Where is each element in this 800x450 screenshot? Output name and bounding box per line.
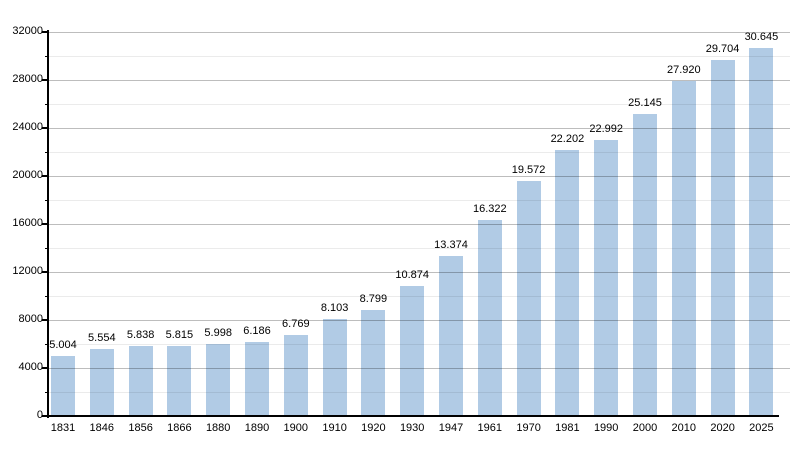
value-label-1930: 10.874 bbox=[395, 268, 430, 281]
x-axis-label-2025: 2025 bbox=[749, 422, 774, 434]
x-axis-label-1880: 1880 bbox=[205, 422, 231, 434]
gridline-4000 bbox=[48, 368, 790, 369]
x-axis-label-2000: 2000 bbox=[632, 422, 658, 434]
y-axis-label-8000: 8000 bbox=[18, 313, 43, 325]
y-axis-label-32000: 32000 bbox=[12, 25, 43, 37]
gridline-20000 bbox=[48, 176, 790, 177]
value-label-2025: 30.645 bbox=[744, 31, 779, 44]
bar-1970 bbox=[516, 181, 541, 416]
gridline-16000 bbox=[48, 224, 790, 225]
gridline-14000 bbox=[48, 248, 790, 249]
value-label-1831: 5.004 bbox=[49, 338, 77, 351]
bar-1920 bbox=[361, 310, 386, 416]
x-axis-label-1900: 1900 bbox=[283, 422, 309, 434]
bar-2025 bbox=[749, 48, 774, 416]
x-axis-label-1910: 1910 bbox=[322, 422, 347, 434]
x-axis-label-1947: 1947 bbox=[438, 422, 464, 434]
bar-1856 bbox=[128, 345, 153, 416]
bar-1947 bbox=[439, 255, 463, 416]
value-label-1970: 19.572 bbox=[511, 164, 546, 177]
value-label-1856: 5.838 bbox=[126, 328, 155, 341]
value-label-1981: 22.202 bbox=[550, 132, 585, 145]
value-label-1900: 6.769 bbox=[282, 317, 310, 330]
x-axis-label-1981: 1981 bbox=[555, 422, 580, 434]
gridline-22000 bbox=[48, 152, 790, 153]
bar-2000 bbox=[633, 114, 657, 416]
bar-1981 bbox=[555, 149, 580, 416]
value-label-1866: 5.815 bbox=[165, 329, 194, 342]
bar-1846 bbox=[89, 349, 114, 416]
value-label-2010: 27.920 bbox=[666, 63, 701, 76]
x-axis-label-1866: 1866 bbox=[167, 422, 192, 434]
gridline-26000 bbox=[48, 104, 790, 105]
bar-1990 bbox=[594, 140, 619, 416]
value-label-1910: 8.103 bbox=[320, 301, 349, 314]
bar-1930 bbox=[400, 285, 425, 416]
gridline-10000 bbox=[48, 296, 790, 297]
x-axis-label-1990: 1990 bbox=[593, 422, 619, 434]
value-label-2020: 29.704 bbox=[705, 42, 740, 55]
y-axis-line bbox=[47, 30, 49, 418]
bar-1890 bbox=[245, 341, 269, 416]
bar-2020 bbox=[710, 59, 735, 416]
y-axis-label-16000: 16000 bbox=[12, 217, 43, 229]
bar-2010 bbox=[671, 80, 696, 416]
gridline-8000 bbox=[48, 320, 790, 321]
x-axis-label-1920: 1920 bbox=[361, 422, 386, 434]
y-axis-label-24000: 24000 bbox=[12, 121, 43, 133]
bar-1910 bbox=[322, 318, 347, 416]
x-axis-label-1846: 1846 bbox=[89, 422, 115, 434]
x-axis-label-1890: 1890 bbox=[244, 422, 270, 434]
bar-1866 bbox=[167, 346, 192, 416]
x-axis-label-1961: 1961 bbox=[477, 422, 503, 434]
value-label-1920: 8.799 bbox=[359, 293, 388, 306]
x-axis-label-2010: 2010 bbox=[671, 422, 697, 434]
x-axis-label-1930: 1930 bbox=[399, 422, 425, 434]
gridline-6000 bbox=[48, 344, 790, 345]
y-axis-label-0: 0 bbox=[36, 409, 43, 421]
gridline-32000 bbox=[48, 32, 790, 33]
gridline-24000 bbox=[48, 128, 790, 129]
x-axis-label-1970: 1970 bbox=[516, 422, 541, 434]
y-axis-label-12000: 12000 bbox=[12, 265, 43, 277]
value-label-1961: 16.322 bbox=[472, 203, 507, 216]
value-label-2000: 25.145 bbox=[628, 97, 662, 110]
x-axis-label-1856: 1856 bbox=[128, 422, 153, 434]
bar-1880 bbox=[206, 344, 231, 416]
gridline-30000 bbox=[48, 56, 790, 57]
x-axis-label-2020: 2020 bbox=[710, 422, 735, 434]
value-label-1990: 22.992 bbox=[589, 123, 624, 136]
x-axis-line bbox=[47, 415, 779, 417]
value-label-1890: 6.186 bbox=[243, 324, 271, 337]
bar-1961 bbox=[477, 220, 502, 416]
gridline-28000 bbox=[48, 80, 790, 81]
value-label-1880: 5.998 bbox=[204, 327, 232, 340]
gridline-18000 bbox=[48, 200, 790, 201]
gridline-12000 bbox=[48, 272, 790, 273]
bar-1900 bbox=[283, 334, 308, 416]
y-axis-label-4000: 4000 bbox=[18, 361, 43, 373]
bar-1831 bbox=[51, 355, 75, 416]
value-label-1947: 13.374 bbox=[434, 238, 468, 251]
y-axis-label-28000: 28000 bbox=[12, 73, 43, 85]
value-label-1846: 5.554 bbox=[88, 332, 116, 345]
gridline-2000 bbox=[48, 392, 790, 393]
y-axis-label-20000: 20000 bbox=[12, 169, 43, 181]
x-axis-label-1831: 1831 bbox=[50, 422, 76, 434]
